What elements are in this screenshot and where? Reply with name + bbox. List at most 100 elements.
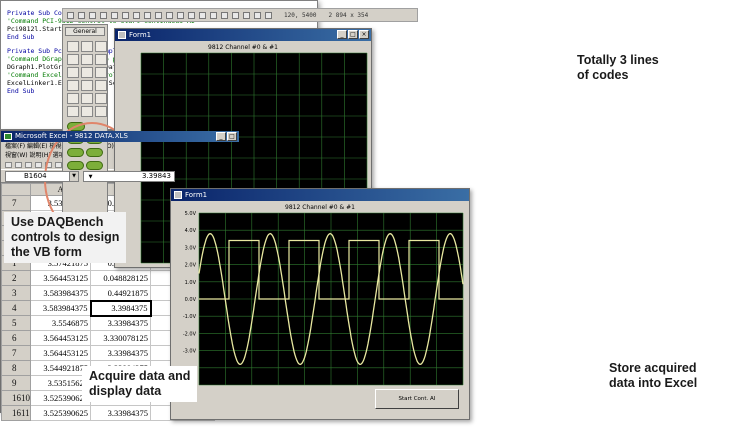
- menu-editor-icon[interactable]: [89, 11, 96, 19]
- minimize-button[interactable]: _: [337, 30, 347, 39]
- excel-new-icon[interactable]: [5, 161, 12, 168]
- name-box-dropdown-icon[interactable]: ▼: [69, 171, 78, 181]
- y-tick-label: 5.0V: [185, 211, 197, 217]
- excel-print-icon[interactable]: [25, 161, 32, 168]
- cell-b[interactable]: 3.330078125: [90, 330, 151, 346]
- listbox-tool-icon[interactable]: [67, 80, 79, 91]
- code-line[interactable]: End Sub: [7, 33, 35, 41]
- new-project-icon[interactable]: [67, 11, 74, 19]
- excel-titlebar: Microsoft Excel - 9812 DATA.XLS _ □: [1, 131, 239, 142]
- drive-tool-icon[interactable]: [81, 93, 93, 104]
- cell-a[interactable]: 3.564453125: [30, 270, 91, 286]
- object-browser-icon[interactable]: [254, 11, 261, 19]
- excel-maximize-button[interactable]: □: [227, 132, 237, 141]
- row-header[interactable]: 4: [1, 300, 31, 316]
- row-header[interactable]: 3: [1, 285, 31, 301]
- undo-icon[interactable]: [166, 11, 173, 19]
- vscroll-tool-icon[interactable]: [95, 80, 107, 91]
- excel-cut-icon[interactable]: [35, 161, 42, 168]
- row-header[interactable]: 2: [1, 270, 31, 286]
- code-line[interactable]: End Sub: [7, 87, 35, 95]
- pause-icon[interactable]: [199, 11, 206, 19]
- picturebox-tool-icon[interactable]: [81, 41, 93, 52]
- project-explorer-icon[interactable]: [221, 11, 228, 19]
- maximize-button[interactable]: □: [348, 30, 358, 39]
- y-tick-label: -3.0V: [183, 349, 197, 355]
- name-box[interactable]: B1604 ▼: [5, 170, 79, 182]
- row-header[interactable]: 7: [1, 345, 31, 361]
- cell-a[interactable]: 3.583984375: [30, 285, 91, 301]
- dir-tool-icon[interactable]: [95, 93, 107, 104]
- y-tick-label: 4.0V: [185, 228, 197, 234]
- cell-b[interactable]: 3.33984375: [90, 345, 151, 361]
- redo-icon[interactable]: [177, 11, 184, 19]
- add-form-icon[interactable]: [78, 11, 85, 19]
- excel-save-icon[interactable]: [15, 161, 22, 168]
- stop-icon[interactable]: [210, 11, 217, 19]
- save-icon[interactable]: [111, 11, 118, 19]
- formula-dropdown-icon[interactable]: ▼: [88, 173, 93, 180]
- chart-window-body: 9812 Channel #0 & #1 5.0V 4.0V 3.0V 2.0V 1.0…: [171, 201, 469, 419]
- paste-icon[interactable]: [144, 11, 151, 19]
- y-tick-label: 0.0V: [185, 297, 197, 303]
- excel-menu-bar-2[interactable]: 視窗(W) 說明(H) 選項(Q): [5, 152, 75, 159]
- row-header[interactable]: 5: [1, 315, 31, 331]
- cell-a[interactable]: 3.564453125: [30, 330, 91, 346]
- waveform-graph[interactable]: 5.0V4.0V3.0V2.0V1.0V0.0V-1.0V-2.0V-3.0V-…: [171, 201, 469, 389]
- pointer-tool-icon[interactable]: [67, 41, 79, 52]
- excel-minimize-button[interactable]: _: [216, 132, 226, 141]
- cell-b[interactable]: 0.44921875: [90, 285, 151, 301]
- cell-a[interactable]: 3.583984375: [30, 300, 91, 316]
- copy-icon[interactable]: [133, 11, 140, 19]
- cut-icon[interactable]: [122, 11, 129, 19]
- hscroll-tool-icon[interactable]: [81, 80, 93, 91]
- label-tool-icon[interactable]: [95, 41, 107, 52]
- run-icon[interactable]: [188, 11, 195, 19]
- cell-a[interactable]: 3.525390625: [30, 405, 91, 421]
- formula-input[interactable]: ▼ 3.39843: [83, 170, 175, 182]
- properties-icon[interactable]: [232, 11, 239, 19]
- code-line[interactable]: 'Command ExcelLinker control to store da…: [7, 71, 215, 79]
- corner-cell[interactable]: [1, 183, 31, 196]
- code-line[interactable]: Pci9812l.StartCont(): [7, 25, 86, 33]
- form-window-titlebar: Form1 _ □ ×: [115, 29, 371, 41]
- chart-title: 9812 Channel #0 & #1: [285, 204, 355, 211]
- cell-b[interactable]: 3.33984375: [90, 315, 151, 331]
- row-header[interactable]: 8: [1, 360, 31, 376]
- row-header[interactable]: 1611: [1, 405, 31, 421]
- button-tool-icon[interactable]: [95, 54, 107, 65]
- callout-daqbench-line-1: Use DAQBench: [11, 215, 104, 229]
- y-tick-label: 1.0V: [185, 280, 197, 286]
- selected-cell-b[interactable]: 3.3984375: [89, 299, 152, 317]
- callout-store-line-2: data into Excel: [609, 376, 698, 390]
- line-tool-icon[interactable]: [81, 106, 93, 117]
- row-header[interactable]: 9: [1, 375, 31, 391]
- callout-store: Store acquired data into Excel: [602, 358, 705, 394]
- cell-b[interactable]: 3.33984375: [90, 405, 151, 421]
- toolbox-icon[interactable]: [265, 11, 272, 19]
- cell-a[interactable]: 3.5546875: [30, 315, 91, 331]
- combobox-tool-icon[interactable]: [95, 67, 107, 78]
- image-tool-icon[interactable]: [95, 106, 107, 117]
- radio-tool-icon[interactable]: [81, 67, 93, 78]
- row-header[interactable]: 6: [1, 330, 31, 346]
- open-icon[interactable]: [100, 11, 107, 19]
- cell-a[interactable]: 3.564453125: [30, 345, 91, 361]
- textbox-tool-icon[interactable]: [67, 54, 79, 65]
- find-icon[interactable]: [155, 11, 162, 19]
- form-layout-icon[interactable]: [243, 11, 250, 19]
- shape-tool-icon[interactable]: [67, 106, 79, 117]
- timer-tool-icon[interactable]: [67, 93, 79, 104]
- checkbox-tool-icon[interactable]: [67, 67, 79, 78]
- cell-b[interactable]: 0.048828125: [90, 270, 151, 286]
- row-header[interactable]: 1610: [1, 390, 31, 406]
- row-header[interactable]: 7: [1, 195, 31, 211]
- frame-tool-icon[interactable]: [81, 54, 93, 65]
- excel-window-title: Microsoft Excel - 9812 DATA.XLS: [15, 132, 128, 140]
- start-cont-ai-button[interactable]: Start Cont. AI: [375, 389, 459, 409]
- close-button[interactable]: ×: [359, 30, 369, 39]
- ide-toolbar: 120, 5400 2 894 x 354: [62, 8, 418, 22]
- code-line[interactable]: Private Sub Command1_Click(): [7, 9, 117, 17]
- callout-lines-of-code-line-1: Totally 3 lines: [577, 53, 659, 67]
- chart-display-window: Form1 9812 Channel #0 & #1 5.0V 4.0V 3.0V 2…: [170, 188, 470, 420]
